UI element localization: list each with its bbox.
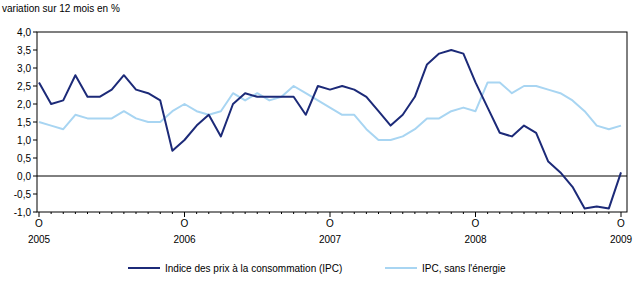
x-minor-tick — [427, 212, 428, 214]
x-minor-tick — [75, 212, 76, 214]
x-minor-tick — [390, 212, 391, 214]
x-tick-label: O — [472, 218, 480, 229]
x-minor-tick — [269, 212, 270, 214]
x-minor-tick — [560, 212, 561, 214]
x-minor-tick — [378, 212, 379, 214]
series-group — [39, 50, 621, 208]
y-tick-label: 2,5 — [17, 81, 31, 92]
y-tick — [33, 158, 37, 159]
y-tick — [33, 32, 37, 33]
x-minor-tick — [548, 212, 549, 214]
x-minor-tick — [366, 212, 367, 214]
x-minor-tick — [87, 212, 88, 214]
x-minor-tick — [608, 212, 609, 214]
x-minor-tick — [305, 212, 306, 214]
x-minor-tick — [584, 212, 585, 214]
y-tick-label: 1,5 — [17, 117, 31, 128]
x-minor-tick — [160, 212, 161, 214]
y-tick-label: 1,0 — [17, 135, 31, 146]
y-tick — [33, 122, 37, 123]
x-minor-tick — [220, 212, 221, 214]
x-minor-tick — [354, 212, 355, 214]
legend-swatch — [128, 267, 160, 269]
y-tick-label: 3,5 — [17, 45, 31, 56]
x-minor-tick — [233, 212, 234, 214]
x-minor-tick — [172, 212, 173, 214]
year-label: 2008 — [464, 234, 487, 245]
y-tick-label: -0,5 — [14, 189, 32, 200]
y-axis-label: variation sur 12 mois en % — [2, 3, 120, 14]
x-minor-tick — [536, 212, 537, 214]
series-line — [39, 50, 621, 208]
x-minor-tick — [511, 212, 512, 214]
y-tick — [33, 176, 37, 177]
y-tick — [33, 104, 37, 105]
y-tick — [33, 194, 37, 195]
y-tick-label: -1,0 — [14, 207, 32, 218]
x-minor-tick — [245, 212, 246, 214]
y-tick — [33, 140, 37, 141]
x-minor-tick — [572, 212, 573, 214]
y-tick — [33, 212, 37, 213]
y-tick-label: 4,0 — [17, 27, 31, 38]
x-minor-tick — [451, 212, 452, 214]
zero-line — [37, 176, 627, 177]
x-minor-tick — [196, 212, 197, 214]
y-tick-label: 3,0 — [17, 63, 31, 74]
x-minor-tick — [136, 212, 137, 214]
x-minor-tick — [317, 212, 318, 214]
x-minor-tick — [439, 212, 440, 214]
x-tick-label: O — [326, 218, 334, 229]
x-minor-tick — [524, 212, 525, 214]
x-minor-tick — [499, 212, 500, 214]
x-tick — [621, 212, 622, 217]
x-minor-tick — [281, 212, 282, 214]
y-tick-label: 0,0 — [17, 171, 31, 182]
y-tick-label: 0,5 — [17, 153, 31, 164]
x-minor-tick — [402, 212, 403, 214]
x-minor-tick — [208, 212, 209, 214]
x-tick — [475, 212, 476, 217]
x-tick — [184, 212, 185, 217]
x-minor-tick — [293, 212, 294, 214]
x-tick — [330, 212, 331, 217]
x-minor-tick — [123, 212, 124, 214]
legend-label: IPC, sans l'énergie — [422, 263, 506, 274]
x-minor-tick — [463, 212, 464, 214]
x-minor-tick — [414, 212, 415, 214]
x-minor-tick — [257, 212, 258, 214]
x-minor-tick — [99, 212, 100, 214]
y-tick — [33, 50, 37, 51]
x-minor-tick — [63, 212, 64, 214]
x-tick-label: O — [617, 218, 625, 229]
year-label: 2006 — [173, 234, 196, 245]
year-label: 2007 — [319, 234, 342, 245]
x-tick-label: O — [181, 218, 189, 229]
x-minor-tick — [111, 212, 112, 214]
x-minor-tick — [342, 212, 343, 214]
legend-swatch — [385, 267, 417, 269]
x-minor-tick — [51, 212, 52, 214]
year-label: 2009 — [610, 234, 633, 245]
chart: variation sur 12 mois en % 4,0 3,5 3,0 2,5 2,… — [0, 0, 639, 289]
plot-frame — [37, 32, 627, 212]
y-tick — [33, 86, 37, 87]
x-minor-tick — [148, 212, 149, 214]
year-label: 2005 — [28, 234, 51, 245]
x-tick-label: O — [35, 218, 43, 229]
x-minor-tick — [596, 212, 597, 214]
legend-label: Indice des prix à la consommation (IPC) — [165, 263, 342, 274]
x-minor-tick — [487, 212, 488, 214]
y-tick — [33, 68, 37, 69]
x-tick — [39, 212, 40, 217]
y-tick-label: 2,0 — [17, 99, 31, 110]
